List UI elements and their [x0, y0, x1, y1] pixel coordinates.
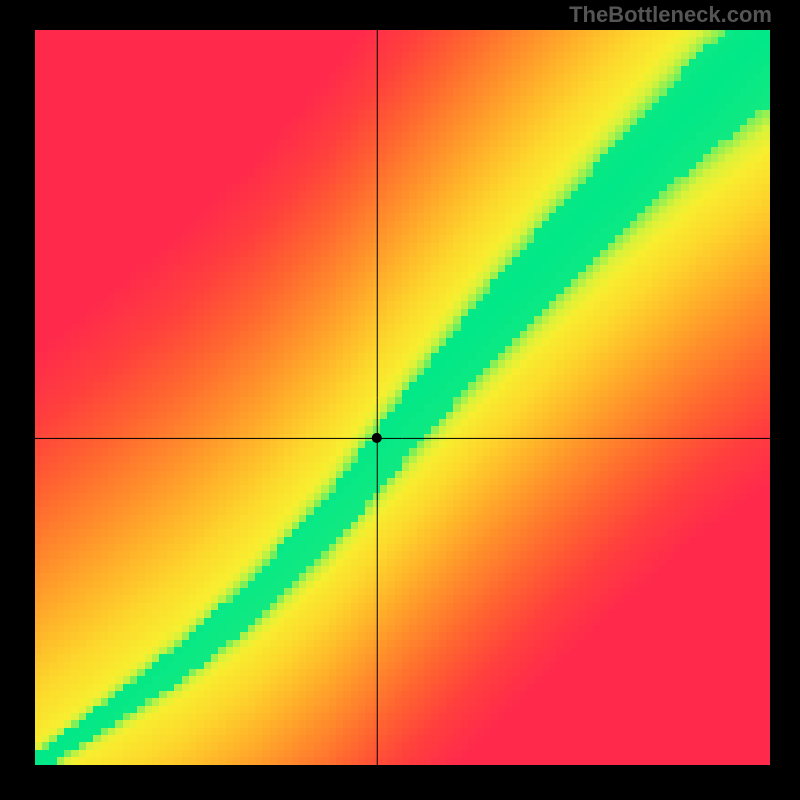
chart-container: TheBottleneck.com: [0, 0, 800, 800]
bottleneck-heatmap: [35, 30, 770, 765]
watermark-text: TheBottleneck.com: [569, 2, 772, 28]
